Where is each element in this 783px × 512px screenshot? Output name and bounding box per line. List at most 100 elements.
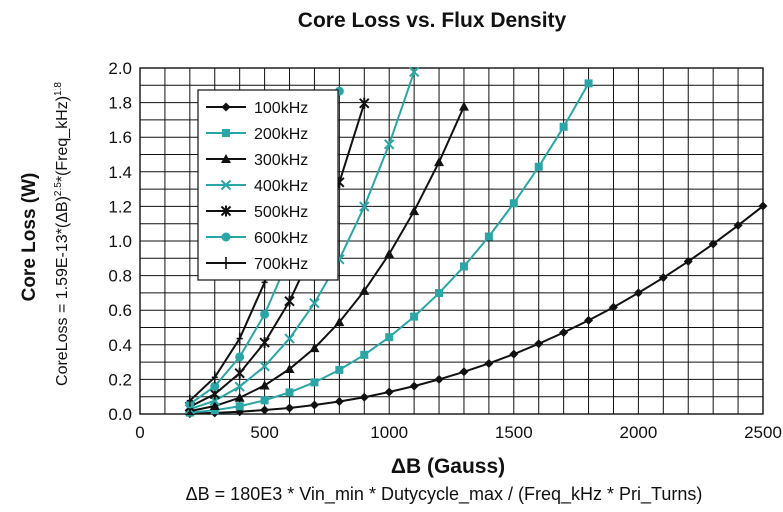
data-point	[584, 315, 594, 325]
data-point	[260, 405, 270, 415]
data-point	[359, 392, 369, 402]
y-axis-label: Core Loss (W)	[19, 173, 40, 302]
data-point	[608, 302, 618, 312]
data-point	[220, 205, 232, 217]
y-formula-main: CoreLoss = 1.59E-13*(ΔB)	[54, 196, 71, 386]
y-tick-label: 0.8	[108, 267, 132, 286]
y-tick-label: 0.6	[108, 301, 132, 320]
data-point	[484, 358, 494, 368]
data-point	[211, 371, 218, 384]
data-point	[221, 154, 231, 163]
legend-label: 200kHz	[254, 126, 308, 143]
x-tick-label: 500	[250, 423, 278, 442]
data-point	[236, 332, 243, 345]
x-tick-label: 1000	[370, 423, 408, 442]
data-point	[733, 220, 743, 230]
legend-item: 300kHz	[206, 152, 308, 169]
data-point	[235, 352, 245, 362]
legend-label: 700kHz	[254, 256, 308, 273]
data-point	[234, 392, 245, 402]
x-axis-note: ΔB = 180E3 * Vin_min * Dutycycle_max / (…	[186, 484, 703, 505]
data-point	[234, 367, 245, 379]
legend-item: 600kHz	[206, 230, 308, 247]
x-axis-label: ΔB (Gauss)	[391, 455, 505, 478]
data-point	[458, 101, 469, 111]
data-point	[221, 102, 231, 112]
data-point	[410, 312, 419, 321]
data-point	[284, 295, 295, 307]
data-point	[658, 273, 668, 283]
data-point	[409, 206, 420, 216]
data-point	[383, 139, 395, 150]
data-point	[209, 401, 220, 411]
y-formula-exp2: 1.8	[53, 82, 64, 96]
data-point	[359, 285, 370, 295]
legend-item: 700kHz	[206, 256, 308, 273]
data-point	[222, 129, 230, 137]
data-point	[235, 402, 244, 411]
data-point	[260, 396, 269, 405]
data-point	[186, 394, 193, 407]
data-point	[260, 309, 270, 319]
series-line	[189, 71, 416, 411]
data-point	[384, 248, 395, 258]
data-point	[534, 339, 544, 349]
x-tick-label: 1500	[495, 423, 533, 442]
chart-title: Core Loss vs. Flux Density	[298, 9, 567, 32]
y-formula-exp1: 2.5	[53, 182, 64, 196]
data-point	[708, 239, 718, 249]
legend-label: 300kHz	[254, 152, 308, 169]
data-point	[385, 333, 394, 342]
series-200kHz	[185, 79, 593, 417]
y-tick-label: 2.0	[108, 59, 132, 78]
data-point	[285, 403, 295, 413]
y-axis-formula: CoreLoss = 1.59E-13*(ΔB)2.5*(Freq_kHz)1.…	[53, 82, 71, 386]
y-tick-label: 1.0	[108, 232, 132, 251]
data-point	[459, 367, 469, 377]
legend-label: 100kHz	[254, 100, 308, 117]
legend-label: 500kHz	[254, 204, 308, 221]
y-tick-labels: 0.0 0.2 0.4 0.6 0.8 1.0 1.2 1.4 1.6 1.8 2.0	[108, 59, 132, 424]
legend: 100kHz 200kHz 300kHz 400kHz 500kHz 600kHz 700k…	[197, 89, 339, 281]
data-point	[559, 122, 568, 131]
data-point	[310, 378, 319, 387]
data-point	[259, 337, 270, 349]
data-point	[223, 257, 229, 269]
data-point	[334, 317, 345, 327]
data-point	[409, 381, 419, 391]
legend-item: 500kHz	[206, 204, 308, 221]
data-point	[408, 66, 420, 78]
data-point	[683, 256, 693, 266]
data-point	[309, 297, 320, 309]
legend-label: 600kHz	[254, 230, 308, 247]
data-point	[484, 232, 493, 241]
legend-label: 400kHz	[254, 178, 308, 195]
data-point	[259, 361, 270, 372]
data-point	[284, 333, 295, 344]
data-point	[509, 199, 518, 208]
data-point	[284, 364, 295, 374]
y-tick-label: 1.4	[108, 163, 132, 182]
data-point	[559, 328, 569, 338]
data-point	[359, 201, 370, 212]
data-point	[359, 97, 370, 109]
data-point	[360, 350, 369, 359]
x-tick-labels: 0 500 1000 1500 2000 2500	[135, 423, 782, 442]
y-tick-label: 0.0	[108, 405, 132, 424]
plot-frame	[139, 67, 764, 415]
x-tick-label: 2000	[619, 423, 657, 442]
data-point	[633, 288, 643, 298]
data-point	[309, 343, 320, 353]
data-point	[309, 400, 319, 410]
data-point	[434, 157, 445, 167]
legend-item: 100kHz	[206, 100, 308, 117]
data-point	[234, 381, 245, 392]
data-point	[220, 179, 232, 191]
data-point	[534, 162, 543, 171]
y-tick-label: 1.6	[108, 128, 132, 147]
x-tick-label: 0	[135, 423, 144, 442]
data-point	[335, 365, 344, 374]
series-300kHz	[184, 101, 469, 416]
x-tick-label: 2500	[744, 423, 782, 442]
data-point	[509, 349, 519, 359]
